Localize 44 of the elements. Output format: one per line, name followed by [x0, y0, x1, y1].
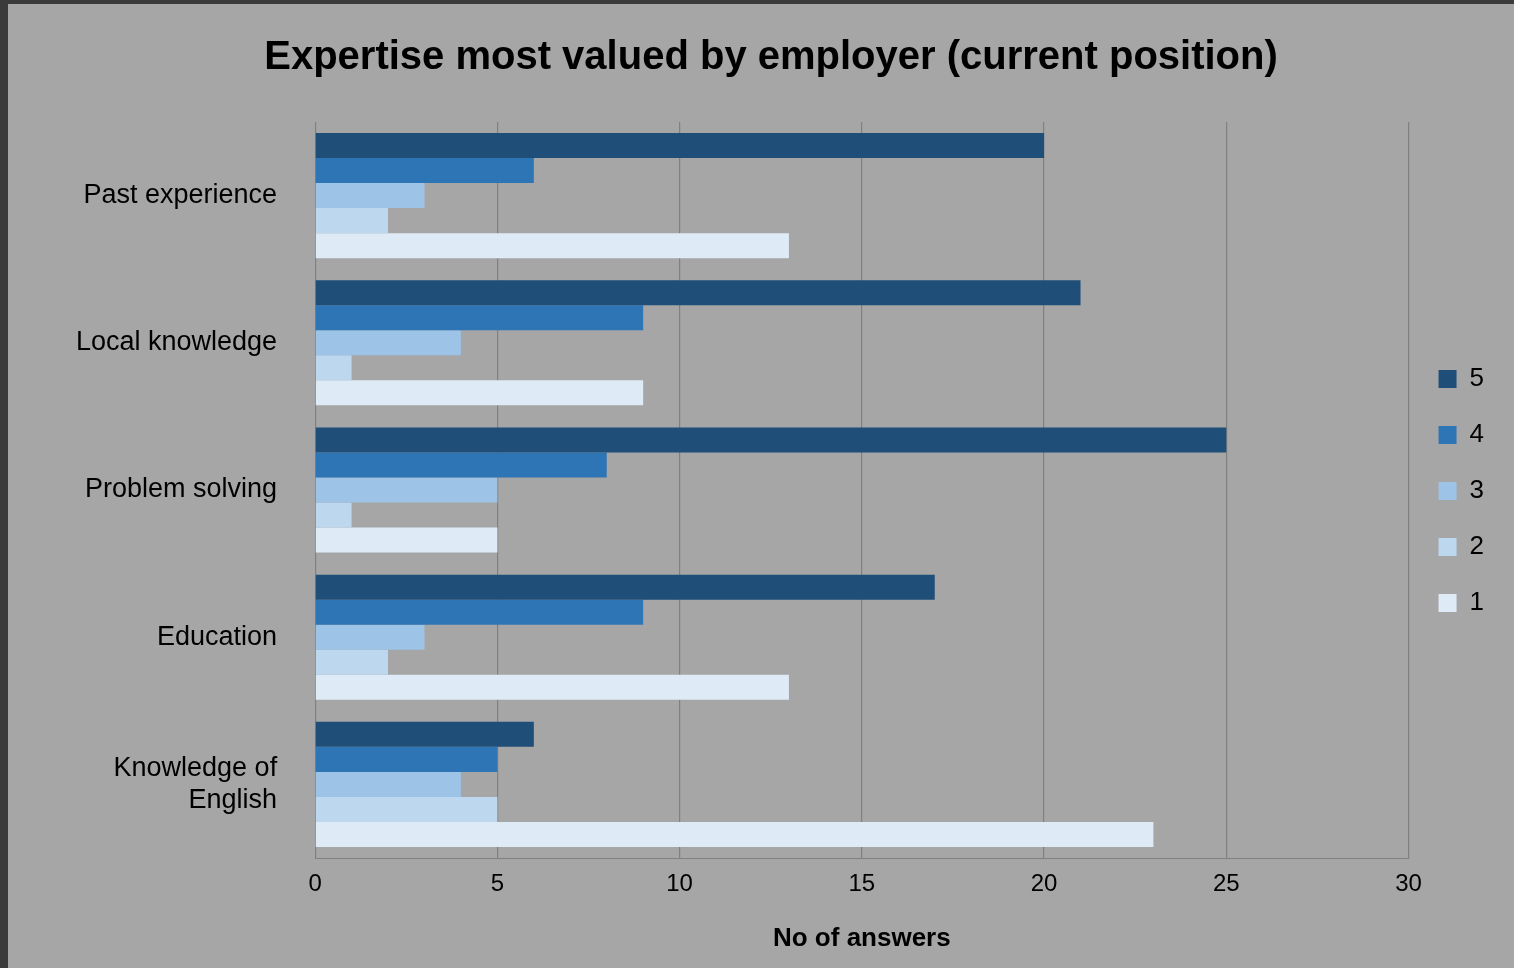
bar [315, 280, 1081, 306]
bar [315, 208, 389, 234]
bar [315, 649, 389, 675]
legend-label: 4 [1469, 418, 1485, 449]
bar [315, 599, 644, 625]
bar [315, 427, 1227, 453]
bar [315, 821, 1154, 847]
bar [315, 233, 789, 259]
bar [315, 380, 644, 406]
bar [315, 330, 461, 356]
legend-label: 3 [1469, 474, 1485, 505]
y-tick-label: Local knowledge [75, 326, 278, 357]
bar [315, 721, 534, 747]
x-axis-title: No of answers [772, 921, 951, 952]
bar [315, 355, 352, 381]
y-tick-label: Education [157, 620, 278, 651]
x-tick-label: 0 [308, 869, 322, 897]
bar [315, 452, 607, 478]
bar [315, 771, 461, 797]
bar [315, 746, 498, 772]
bar [315, 183, 425, 209]
x-tick-label: 10 [666, 869, 693, 897]
bar [315, 574, 935, 600]
bar [315, 477, 498, 503]
legend-label: 5 [1469, 362, 1485, 393]
bar [315, 674, 789, 700]
bar [315, 502, 352, 528]
bar [315, 796, 498, 822]
x-tick-label: 30 [1395, 869, 1422, 897]
x-tick-label: 20 [1030, 869, 1058, 897]
bar [315, 158, 534, 184]
legend-label: 1 [1469, 586, 1485, 617]
x-tick-label: 5 [490, 869, 505, 897]
x-tick-label: 25 [1212, 869, 1240, 897]
y-tick-label: Knowledge of English [113, 751, 278, 815]
chart-title: Expertise most valued by employer (current position) [264, 33, 1278, 78]
x-tick-label: 15 [848, 869, 876, 897]
bar [315, 624, 425, 650]
bar [315, 305, 644, 331]
legend-label: 2 [1469, 530, 1485, 561]
y-tick-label: Past experience [83, 179, 278, 210]
y-tick-label: Problem solving [85, 473, 278, 504]
bar [315, 133, 1045, 159]
bar [315, 527, 498, 553]
